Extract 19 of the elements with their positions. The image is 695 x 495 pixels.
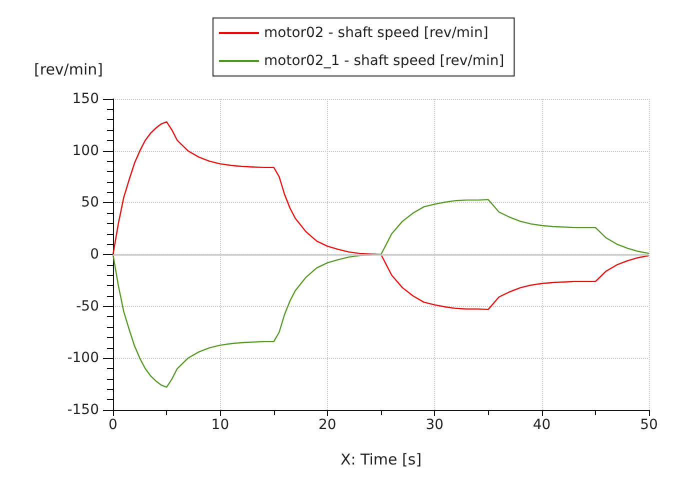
- x-tick-label: 10: [211, 417, 230, 433]
- y-tick-label: -150: [67, 402, 99, 418]
- legend-label: motor02_1 - shaft speed [rev/min]: [264, 53, 504, 69]
- line-series: [112, 198, 650, 388]
- legend-label: motor02 - shaft speed [rev/min]: [264, 25, 488, 41]
- x-tick-label: 40: [532, 417, 551, 433]
- y-tick-label: 100: [72, 142, 99, 159]
- y-axis-title: [rev/min]: [34, 60, 103, 78]
- x-axis-title: X: Time [s]: [340, 450, 422, 468]
- line-series: [112, 121, 650, 310]
- y-tick-label: -100: [67, 350, 99, 366]
- x-tick-label: 0: [108, 417, 118, 433]
- x-tick-label: 30: [426, 417, 444, 433]
- y-tick-label: 150: [72, 91, 99, 107]
- x-tick-label: 50: [640, 417, 658, 433]
- y-tick-label: -50: [76, 298, 99, 314]
- y-tick-label: 0: [90, 246, 99, 262]
- y-tick-label: 50: [81, 194, 99, 211]
- x-tick-label: 20: [318, 417, 336, 433]
